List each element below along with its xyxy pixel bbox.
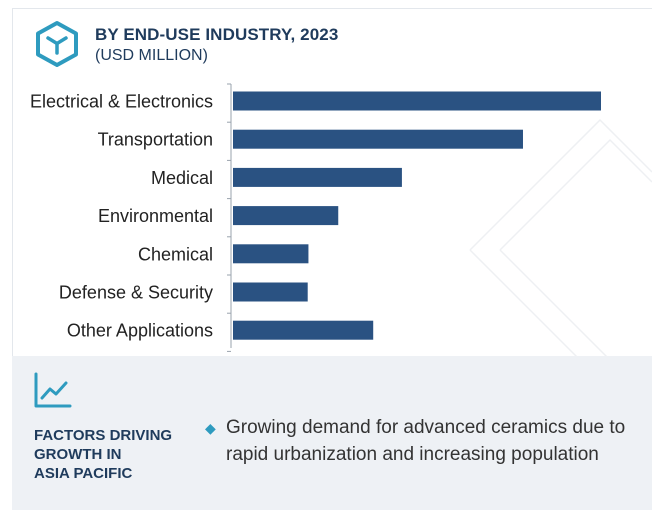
category-label: Defense & Security [59,283,213,303]
bar [233,244,309,264]
factors-title-line: GROWTH IN [34,446,122,463]
factors-title-line: FACTORS DRIVING [34,427,173,444]
bar [233,167,402,187]
factors-title-line: ASIA PACIFIC [34,465,133,482]
category-label: Environmental [98,206,213,226]
bar [233,129,523,149]
chart-title: BY END-USE INDUSTRY, 2023 [95,25,339,44]
category-label: Chemical [138,244,213,264]
factors-title: FACTORS DRIVING GROWTH IN ASIA PACIFIC [34,426,194,483]
category-label: Transportation [98,130,213,150]
bar [233,206,339,226]
bar-chart: Electrical & Electronics Transportation Me… [30,83,601,352]
chart-frame [12,8,652,510]
bar [233,320,374,340]
bar [233,282,308,302]
category-label: Medical [151,168,213,188]
chart-subtitle: (USD MILLION) [95,47,208,64]
cube-icon [36,21,78,67]
factors-panel: FACTORS DRIVING GROWTH IN ASIA PACIFIC ◆… [12,356,652,510]
factors-bullet-text: Growing demand for advanced ceramics due… [226,417,626,465]
category-label: Electrical & Electronics [30,92,213,112]
bar [233,91,601,111]
line-chart-icon [34,372,72,408]
diamond-bullet-icon: ◆ [205,420,216,436]
category-label: Other Applications [67,321,213,341]
